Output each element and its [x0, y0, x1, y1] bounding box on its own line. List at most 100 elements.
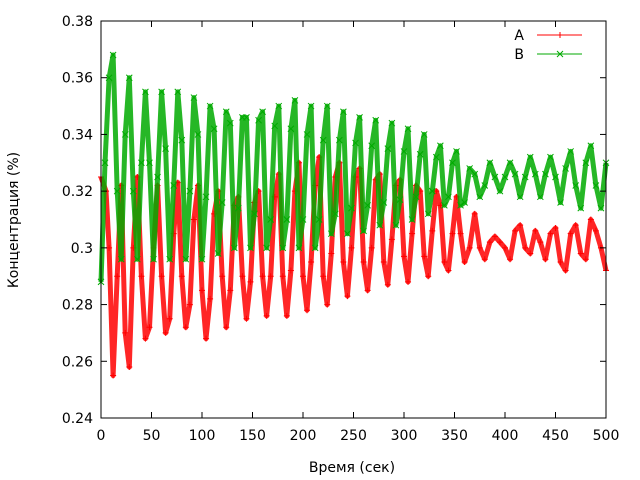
- data-point: [190, 94, 198, 101]
- data-point: [327, 230, 335, 238]
- y-tick-label: 0.32: [62, 184, 93, 200]
- data-point: [400, 148, 408, 155]
- data-point: [105, 74, 113, 82]
- x-tick-label: 200: [290, 428, 317, 444]
- data-point: [295, 244, 303, 252]
- y-tick-label: 0.38: [62, 14, 93, 30]
- data-point: [146, 159, 153, 167]
- data-point: [512, 227, 519, 234]
- data-point: [537, 239, 544, 246]
- data-point: [226, 119, 234, 127]
- data-point: [547, 153, 554, 161]
- data-point: [110, 372, 117, 379]
- data-point: [428, 187, 436, 195]
- data-point: [287, 125, 295, 133]
- data-point: [174, 88, 182, 96]
- data-point: [577, 204, 585, 212]
- x-tick-label: 300: [391, 428, 418, 444]
- data-point: [516, 193, 524, 201]
- data-point: [592, 227, 599, 234]
- data-point: [206, 102, 214, 110]
- data-point: [552, 173, 559, 181]
- data-point: [511, 170, 519, 178]
- data-point: [303, 131, 311, 138]
- data-point: [320, 273, 327, 280]
- data-point: [364, 201, 371, 209]
- data-point: [207, 295, 214, 302]
- y-tick-label: 0.26: [62, 354, 93, 370]
- data-point: [572, 222, 579, 229]
- data-point: [352, 139, 359, 147]
- data-point: [203, 335, 210, 342]
- data-point: [457, 230, 464, 237]
- data-point: [150, 255, 157, 263]
- data-point: [331, 210, 339, 218]
- data-point: [125, 74, 133, 82]
- data-point: [471, 210, 478, 217]
- data-point: [194, 131, 202, 138]
- data-point: [247, 278, 254, 285]
- ticks-layer: 0 50 100 150 200 250 300 350 400 450 500 0.24 0.26 0.…: [62, 14, 620, 444]
- data-point: [412, 193, 420, 201]
- data-point: [542, 170, 549, 178]
- x-tick-label: 50: [143, 428, 161, 444]
- data-point: [235, 204, 242, 212]
- data-point: [542, 256, 549, 263]
- data-point: [368, 142, 376, 150]
- data-point: [117, 255, 125, 263]
- data-point: [356, 114, 363, 121]
- x-tick-label: 100: [189, 428, 216, 444]
- data-point: [396, 196, 404, 204]
- data-point: [401, 253, 407, 260]
- data-point: [466, 165, 474, 172]
- data-point: [251, 210, 258, 218]
- data-point: [344, 293, 351, 300]
- data-point: [532, 227, 539, 234]
- data-point: [122, 329, 129, 336]
- data-point: [348, 204, 355, 212]
- data-point: [476, 193, 484, 201]
- data-point: [449, 230, 456, 237]
- data-point: [453, 148, 460, 155]
- data-point: [311, 244, 319, 252]
- data-point: [255, 116, 262, 124]
- data-point: [267, 216, 275, 223]
- data-point: [138, 273, 145, 280]
- data-point: [178, 273, 185, 280]
- data-point: [291, 97, 299, 104]
- data-point: [445, 193, 452, 201]
- data-point: [263, 312, 270, 319]
- data-point: [507, 256, 514, 263]
- y-tick-label: 0.34: [62, 127, 93, 143]
- data-point: [324, 301, 331, 308]
- data-point: [424, 210, 432, 218]
- data-point: [577, 250, 584, 257]
- data-point: [323, 102, 331, 110]
- data-point: [158, 273, 165, 280]
- data-point: [186, 301, 193, 308]
- data-point: [259, 273, 266, 280]
- data-point: [227, 287, 234, 294]
- data-point: [287, 267, 294, 274]
- x-tick-label: 350: [441, 428, 468, 444]
- data-point: [364, 287, 371, 294]
- data-point: [113, 187, 121, 195]
- legend-marker: [557, 32, 563, 38]
- data-point: [202, 193, 210, 201]
- data-point: [214, 250, 222, 257]
- data-point: [170, 182, 178, 189]
- data-point: [109, 51, 117, 59]
- data-point: [409, 230, 416, 237]
- x-tick-label: 250: [340, 428, 367, 444]
- data-point: [283, 312, 290, 319]
- y-tick-label: 0.24: [62, 411, 93, 427]
- data-point: [307, 102, 315, 110]
- data-point: [129, 187, 137, 195]
- data-point: [368, 244, 375, 251]
- data-point: [587, 216, 594, 223]
- data-point: [126, 363, 133, 370]
- data-point: [299, 216, 307, 223]
- data-point: [392, 221, 400, 229]
- data-point: [481, 182, 489, 189]
